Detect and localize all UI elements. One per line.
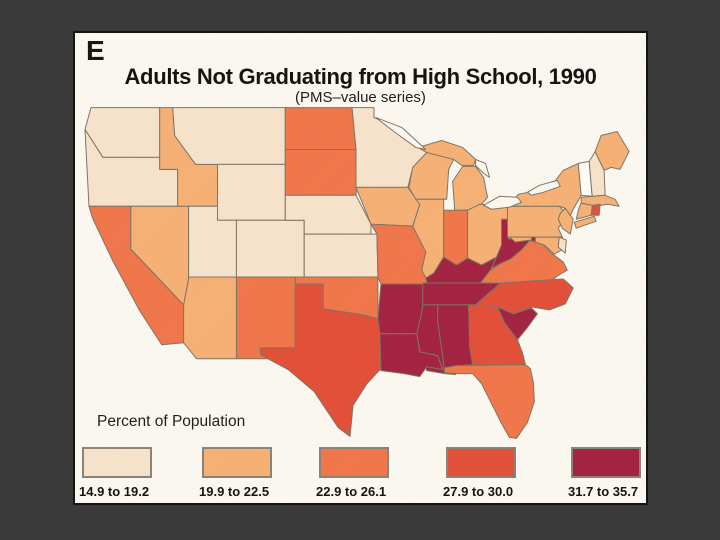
state-in <box>443 209 469 266</box>
state-mi-up <box>417 139 477 166</box>
legend-item-4: 27.9 to 30.0 <box>443 447 516 499</box>
state-nm <box>235 276 296 360</box>
page-title: Adults Not Graduating from High School, … <box>124 64 597 89</box>
state-nd <box>284 107 357 150</box>
legend-item-1: 14.9 to 19.2 <box>79 447 152 499</box>
legend-item-2: 19.9 to 22.5 <box>199 447 272 499</box>
state-tx <box>259 283 385 437</box>
state-pa <box>506 205 568 238</box>
legend-label-2: 19.9 to 22.5 <box>199 484 270 499</box>
state-ri <box>590 203 601 216</box>
state-co <box>235 219 305 278</box>
state-ct <box>575 202 593 220</box>
lake-huron-icon <box>475 158 491 178</box>
legend-swatch-5 <box>571 447 641 478</box>
state-dc <box>530 236 536 242</box>
legend-heading: Percent of Population <box>97 413 246 430</box>
state-sd <box>284 148 359 196</box>
lake-ontario-icon <box>526 179 561 196</box>
state-mi <box>452 165 489 211</box>
legend-label-1: 14.9 to 19.2 <box>79 484 150 499</box>
state-fl <box>444 364 535 439</box>
state-ks <box>303 233 379 278</box>
us-choropleth-svg <box>84 107 630 439</box>
lake-superior-icon <box>375 117 427 150</box>
state-me <box>594 131 630 171</box>
legend-swatch-2 <box>202 447 272 478</box>
legend-label-3: 22.9 to 26.1 <box>316 484 387 499</box>
slide: E Adults Not Graduating from High School… <box>73 31 648 505</box>
map-container <box>83 107 641 447</box>
legend-swatch-3 <box>319 447 389 478</box>
legend-item-3: 22.9 to 26.1 <box>316 447 389 499</box>
legend-swatch-4 <box>446 447 516 478</box>
legend-label-4: 27.9 to 30.0 <box>443 484 514 499</box>
lake-erie-icon <box>483 195 522 210</box>
state-la <box>379 333 444 378</box>
state-ny-li <box>573 215 597 229</box>
state-de <box>557 236 567 254</box>
legend-swatch-1 <box>82 447 152 478</box>
state-wy <box>217 163 286 221</box>
state-nh <box>588 150 606 197</box>
state-mt <box>172 107 286 165</box>
corner-label: E <box>86 35 105 66</box>
state-az <box>183 276 237 360</box>
page-subtitle: (PMS–value series) <box>295 89 426 106</box>
legend-label-5: 31.7 to 35.7 <box>568 484 639 499</box>
legend-item-5: 31.7 to 35.7 <box>568 447 641 499</box>
